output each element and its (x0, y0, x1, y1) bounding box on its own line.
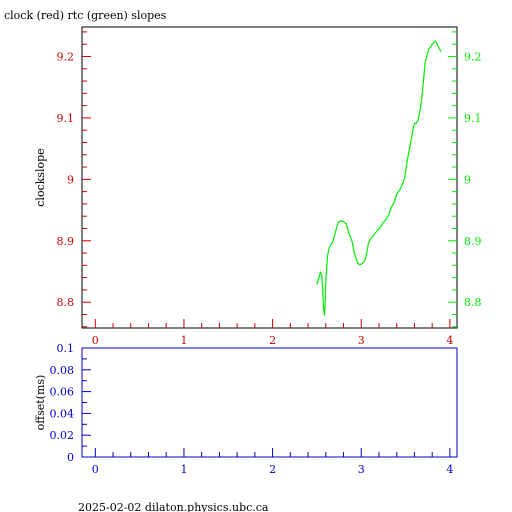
slope-x-tick-label: 0 (92, 334, 99, 347)
offset-left-tick-label: 0.02 (50, 429, 75, 442)
slope-left-tick-label: 8.9 (57, 235, 75, 248)
slope-right-tick-label: 9.1 (464, 112, 482, 125)
slope-left-tick-label: 9.1 (57, 112, 75, 125)
slope-right-tick-label: 9 (464, 173, 471, 186)
slope-left-axis: 8.8 8.9 9 9.1 9.2 (57, 31, 91, 328)
slope-left-tick-label: 9.2 (57, 50, 75, 63)
offset-y-axis-label: offset(ms) (34, 375, 47, 431)
slope-y-axis-label: clockslope (34, 148, 47, 206)
offset-left-tick-label: 0.08 (50, 364, 75, 377)
slope-right-axis: 8.8 8.9 9 9.1 9.2 (448, 31, 482, 328)
offset-x-tick-label: 1 (180, 463, 187, 476)
offset-left-tick-label: 0.1 (57, 342, 75, 355)
footer-date-host: 2025-02-02 dilaton.physics.ubc.ca (78, 501, 269, 512)
slope-right-tick-label: 9.2 (464, 50, 482, 63)
slope-x-tick-label: 3 (358, 334, 365, 347)
chart-title: clock (red) rtc (green) slopes (4, 9, 167, 22)
offset-x-tick-label: 4 (446, 463, 453, 476)
slope-right-tick-label: 8.8 (464, 296, 482, 309)
offset-left-tick-label: 0.04 (50, 407, 75, 420)
slope-right-tick-label: 8.9 (464, 235, 482, 248)
offset-x-tick-label: 2 (269, 463, 276, 476)
slope-panel: 8.8 8.9 9 9.1 9.2 8.8 8.9 9 9.1 9.2 0 1 2 3 4 clocks… (34, 26, 482, 347)
slope-x-tick-label: 4 (446, 334, 453, 347)
slope-x-tick-label: 2 (269, 334, 276, 347)
offset-left-axis: 0 0.02 0.04 0.06 0.08 0.1 (50, 342, 91, 464)
offset-panel: 0 0.02 0.04 0.06 0.08 0.1 0 1 2 3 4 offset(ms) (34, 342, 458, 476)
slope-x-tick-label: 1 (180, 334, 187, 347)
slope-series-group (316, 40, 442, 316)
offset-x-axis: 0 1 2 3 4 (92, 448, 453, 476)
slope-x-axis: 0 1 2 3 4 (92, 319, 453, 347)
slope-left-tick-label: 8.8 (57, 296, 75, 309)
offset-plot-frame (81, 347, 458, 458)
offset-x-tick-label: 3 (358, 463, 365, 476)
slope-left-tick-label: 9 (67, 173, 74, 186)
offset-x-tick-label: 0 (92, 463, 99, 476)
rtc-slope-line (316, 40, 442, 316)
slope-plot-frame (81, 26, 458, 329)
offset-left-tick-label: 0.06 (50, 386, 75, 399)
offset-left-tick-label: 0 (67, 451, 74, 464)
